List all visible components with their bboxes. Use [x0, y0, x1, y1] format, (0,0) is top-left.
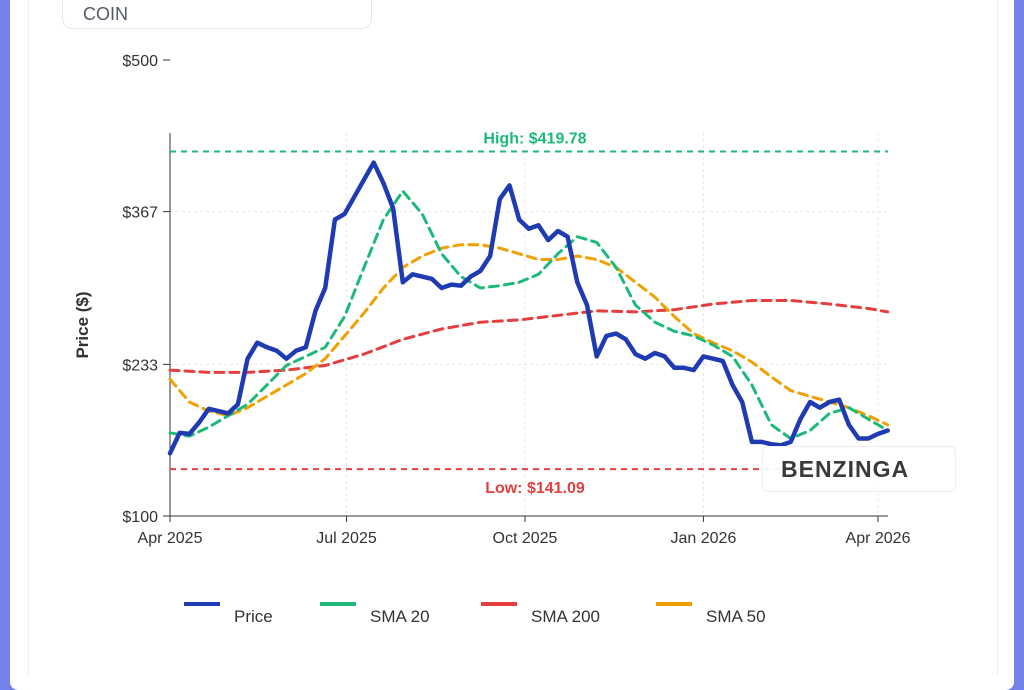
reference-label-low: Low: $141.09 — [485, 480, 585, 497]
x-tick-label: Apr 2026 — [846, 530, 911, 547]
watermark-logo-text: BENZINGA — [781, 456, 910, 482]
chart-panel — [28, 0, 998, 675]
series-line-sma-20 — [168, 189, 890, 440]
x-tick-label: Apr 2025 — [138, 530, 203, 547]
price-chart: $100 $233 $367 $500 Apr 2025 Jul 2025 Oct 2025… — [73, 53, 911, 626]
legend-label: SMA 50 — [706, 607, 766, 626]
legend-label: SMA 20 — [370, 607, 430, 626]
reference-lines: High: $419.78 Low: $141.09 — [170, 130, 888, 497]
reference-label-high: High: $419.78 — [483, 130, 586, 147]
chart-axes: $100 $233 $367 $500 Apr 2025 Jul 2025 Oct 2025… — [122, 53, 910, 547]
x-tick-label: Jul 2025 — [316, 530, 377, 547]
x-tick-label: Oct 2025 — [493, 530, 558, 547]
y-tick-label: $367 — [122, 205, 158, 222]
y-tick-label: $500 — [122, 53, 158, 70]
legend-label: Price — [234, 607, 273, 626]
ticker-label: COIN — [83, 4, 128, 24]
chart-legend: Price SMA 20 SMA 200 SMA 50 — [184, 602, 766, 626]
chart-series — [167, 160, 890, 456]
benzinga-watermark: BENZINGA — [762, 446, 956, 492]
series-line-sma-50 — [168, 243, 890, 427]
y-axis-title: Price ($) — [73, 291, 92, 358]
y-tick-label: $100 — [122, 509, 158, 526]
series-line-price — [167, 160, 890, 456]
legend-label: SMA 200 — [531, 607, 600, 626]
series-line-sma-200 — [168, 299, 890, 374]
y-tick-label: $233 — [122, 357, 158, 374]
ticker-chip[interactable]: COIN — [62, 0, 372, 29]
x-tick-label: Jan 2026 — [671, 530, 737, 547]
